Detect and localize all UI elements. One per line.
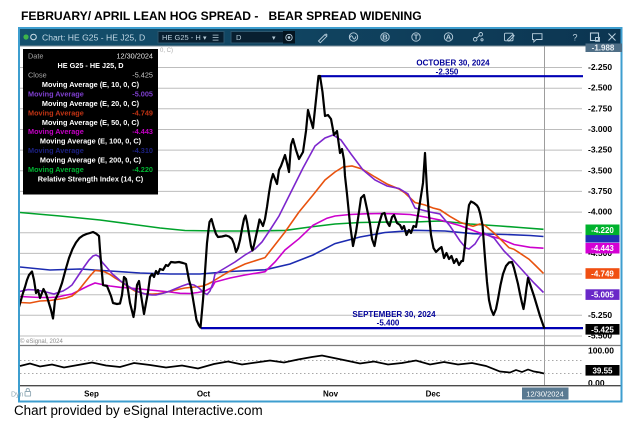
svg-text:Moving Average: Moving Average	[28, 127, 84, 136]
svg-text:FEBRUARY/ APRIL LEAN HOG SPREA: FEBRUARY/ APRIL LEAN HOG SPREAD - BEAR S…	[21, 9, 422, 23]
svg-text:-4.443: -4.443	[591, 244, 614, 253]
svg-text:-3.000: -3.000	[588, 124, 612, 134]
svg-text:-4.443: -4.443	[132, 127, 153, 136]
svg-text:Relative Strength Index (14, C: Relative Strength Index (14, C)	[38, 174, 144, 183]
svg-text:Date: Date	[28, 52, 43, 61]
svg-text:▾: ▾	[203, 35, 207, 42]
svg-text:Moving Average: Moving Average	[28, 89, 84, 98]
svg-text:-3.500: -3.500	[588, 165, 612, 175]
svg-text:-5.250: -5.250	[588, 310, 612, 320]
svg-text:HE G25 - H: HE G25 - H	[162, 33, 201, 42]
svg-text:Moving Average (E, 10, 0, C): Moving Average (E, 10, 0, C)	[42, 80, 140, 89]
svg-text:-2.350: -2.350	[436, 68, 459, 77]
svg-text:-1.988: -1.988	[592, 44, 615, 53]
svg-text:Chart: HE G25 - HE J25, D: Chart: HE G25 - HE J25, D	[42, 33, 145, 43]
svg-text:-4.000: -4.000	[588, 207, 612, 217]
svg-text:Moving Average (E, 100, 0, C): Moving Average (E, 100, 0, C)	[40, 137, 142, 146]
svg-text:A: A	[446, 33, 452, 42]
svg-text:-4.220: -4.220	[591, 226, 614, 235]
svg-text:Moving Average (E, 200, 0, C): Moving Average (E, 200, 0, C)	[40, 156, 142, 165]
svg-text:Nov: Nov	[323, 390, 339, 399]
svg-text:100.00: 100.00	[588, 346, 614, 356]
svg-text:Oct: Oct	[197, 390, 211, 399]
svg-text:Chart provided by eSignal Inte: Chart provided by eSignal Interactive.co…	[14, 403, 263, 418]
svg-text:D: D	[236, 33, 242, 42]
svg-text:-3.750: -3.750	[588, 186, 612, 196]
svg-text:?: ?	[572, 33, 577, 43]
svg-text:SEPTEMBER 30, 2024: SEPTEMBER 30, 2024	[352, 310, 436, 319]
svg-text:Close: Close	[28, 71, 47, 80]
svg-text:12/30/2024: 12/30/2024	[116, 52, 153, 61]
svg-text:-3.250: -3.250	[588, 145, 612, 155]
svg-text:0.00: 0.00	[588, 378, 605, 388]
svg-text:Dec: Dec	[426, 390, 441, 399]
svg-text:▾: ▾	[272, 35, 276, 42]
svg-text:☰: ☰	[212, 34, 219, 43]
svg-text:-4.220: -4.220	[132, 165, 153, 174]
svg-text:12/30/2024: 12/30/2024	[526, 390, 564, 399]
svg-text:-2.250: -2.250	[588, 62, 612, 72]
svg-text:-5.425: -5.425	[591, 325, 614, 334]
svg-text:-5.500: -5.500	[588, 331, 612, 341]
svg-text:Moving Average: Moving Average	[28, 146, 84, 155]
svg-text:-4.749: -4.749	[591, 270, 614, 279]
svg-text:Moving Average (E, 50, 0, C): Moving Average (E, 50, 0, C)	[42, 118, 140, 127]
svg-text:-5.005: -5.005	[132, 89, 153, 98]
svg-text:-2.500: -2.500	[588, 83, 612, 93]
svg-text:T: T	[414, 33, 419, 42]
svg-text:Sep: Sep	[84, 390, 99, 399]
svg-text:0, C): 0, C)	[160, 48, 173, 54]
svg-text:Dyn: Dyn	[11, 392, 24, 399]
svg-text:Moving Average: Moving Average	[28, 108, 84, 117]
svg-text:-4.310: -4.310	[132, 146, 153, 155]
svg-text:-2.750: -2.750	[588, 103, 612, 113]
svg-text:B: B	[382, 33, 388, 42]
svg-text:39.55: 39.55	[592, 366, 613, 375]
svg-text:© eSignal, 2024: © eSignal, 2024	[20, 338, 63, 345]
svg-text:-5.400: -5.400	[377, 319, 400, 328]
svg-text:HE G25 - HE J25, D: HE G25 - HE J25, D	[57, 61, 123, 70]
svg-text:OCTOBER 30, 2024: OCTOBER 30, 2024	[416, 59, 490, 68]
svg-text:-5.005: -5.005	[591, 291, 614, 300]
svg-text:Moving Average: Moving Average	[28, 165, 84, 174]
svg-text:Moving Average (E, 20, 0, C): Moving Average (E, 20, 0, C)	[42, 99, 140, 108]
svg-text:-4.749: -4.749	[132, 108, 153, 117]
svg-text:-5.425: -5.425	[132, 71, 153, 80]
